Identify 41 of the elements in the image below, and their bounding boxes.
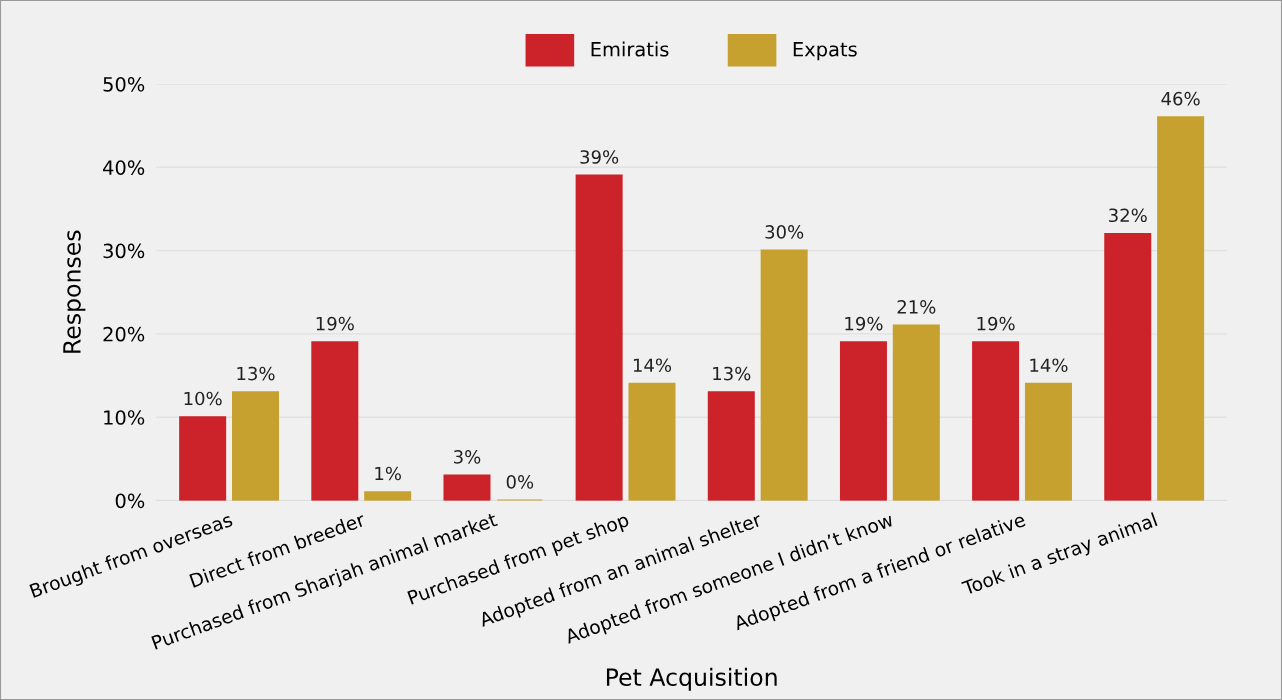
- bar: [575, 174, 623, 501]
- data-label: 13%: [237, 366, 275, 381]
- y-tick-label: 10%: [104, 410, 145, 425]
- y-tick-label: 0%: [115, 493, 145, 509]
- data-label: 1%: [375, 466, 401, 481]
- bar: [892, 324, 940, 501]
- data-label: 39%: [580, 150, 619, 164]
- data-label: 19%: [977, 316, 1015, 331]
- data-label: 46%: [1161, 91, 1200, 106]
- data-label: 10%: [184, 391, 222, 406]
- bar: [364, 491, 412, 501]
- bar: [707, 391, 755, 501]
- y-tick-label: 40%: [103, 160, 145, 175]
- bar: [760, 249, 808, 501]
- data-label: 13%: [713, 366, 751, 381]
- bar: [839, 341, 887, 501]
- x-axis-title: Pet Acquisition: [606, 667, 777, 691]
- data-label: 30%: [765, 225, 804, 239]
- data-label: 14%: [1030, 358, 1068, 373]
- bar: [972, 341, 1020, 501]
- legend-label: Emiratis: [591, 41, 669, 57]
- data-label: 32%: [1109, 208, 1147, 223]
- bar: [628, 382, 676, 501]
- data-label: 19%: [316, 316, 354, 331]
- data-label: 3%: [454, 450, 481, 464]
- data-label: 19%: [845, 316, 883, 331]
- bar: [1104, 232, 1152, 501]
- y-axis-title: Responses: [63, 230, 86, 353]
- bar: [1157, 116, 1205, 501]
- bar: [179, 416, 227, 501]
- data-label: 0%: [506, 475, 534, 489]
- bar: [443, 474, 491, 501]
- bar: [232, 391, 280, 501]
- y-tick-label: 30%: [103, 243, 145, 259]
- data-label: 14%: [633, 358, 672, 373]
- y-tick-label: 20%: [103, 326, 145, 342]
- bar: [311, 341, 359, 501]
- y-tick-label: 50%: [103, 76, 145, 92]
- data-label: 21%: [897, 300, 936, 314]
- legend-label: Expats: [793, 42, 857, 61]
- bar: [1024, 382, 1072, 501]
